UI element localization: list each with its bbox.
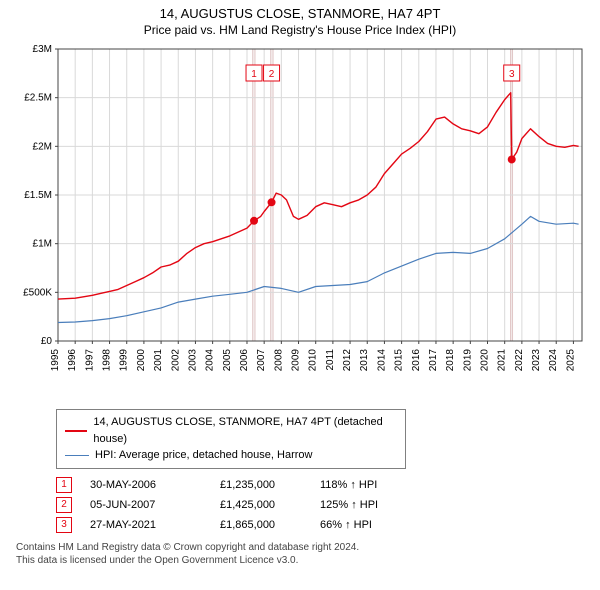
svg-text:2020: 2020 bbox=[480, 349, 491, 372]
chart-area: £0 £500K £1M £1.5M £2M £2.5M £3M 1995 1996 1997 19… bbox=[10, 41, 590, 401]
sale-marker: 1 bbox=[56, 477, 72, 493]
sale-price: £1,235,000 bbox=[220, 479, 320, 491]
svg-text:2023: 2023 bbox=[531, 349, 542, 372]
chart-svg: £0 £500K £1M £1.5M £2M £2.5M £3M 1995 1996 1997 19… bbox=[10, 41, 590, 401]
sale-row: 2 05-JUN-2007£1,425,000125% ↑ HPI bbox=[56, 495, 584, 515]
svg-text:2015: 2015 bbox=[394, 349, 405, 372]
footer-line-1: Contains HM Land Registry data © Crown c… bbox=[16, 541, 584, 554]
legend-swatch bbox=[65, 430, 87, 432]
sale-row: 3 27-MAY-2021£1,865,00066% ↑ HPI bbox=[56, 515, 584, 535]
legend-label: HPI: Average price, detached house, Harr… bbox=[95, 447, 312, 464]
sale-row: 1 30-MAY-2006£1,235,000118% ↑ HPI bbox=[56, 475, 584, 495]
svg-text:1: 1 bbox=[251, 69, 257, 80]
svg-text:2005: 2005 bbox=[222, 349, 233, 372]
svg-text:£2.5M: £2.5M bbox=[24, 93, 52, 104]
svg-text:2009: 2009 bbox=[291, 349, 302, 372]
chart-title: 14, AUGUSTUS CLOSE, STANMORE, HA7 4PT bbox=[6, 6, 594, 21]
svg-text:2010: 2010 bbox=[308, 349, 319, 372]
svg-text:2014: 2014 bbox=[376, 349, 387, 372]
sale-marker: 3 bbox=[56, 517, 72, 533]
svg-text:2006: 2006 bbox=[239, 349, 250, 372]
legend-row: HPI: Average price, detached house, Harr… bbox=[65, 447, 397, 464]
sale-date: 30-MAY-2006 bbox=[90, 479, 220, 491]
sale-date: 05-JUN-2007 bbox=[90, 499, 220, 511]
svg-text:1998: 1998 bbox=[102, 349, 113, 372]
svg-text:£3M: £3M bbox=[33, 44, 52, 55]
svg-text:2017: 2017 bbox=[428, 349, 439, 372]
svg-text:2002: 2002 bbox=[170, 349, 181, 372]
svg-text:1996: 1996 bbox=[67, 349, 78, 372]
sale-hpi: 66% ↑ HPI bbox=[320, 519, 420, 531]
footer-attribution: Contains HM Land Registry data © Crown c… bbox=[16, 541, 584, 567]
svg-text:1995: 1995 bbox=[50, 349, 61, 372]
svg-text:2001: 2001 bbox=[153, 349, 164, 372]
sale-hpi: 125% ↑ HPI bbox=[320, 499, 420, 511]
svg-text:2007: 2007 bbox=[256, 349, 267, 372]
svg-text:2016: 2016 bbox=[411, 349, 422, 372]
svg-text:2021: 2021 bbox=[497, 349, 508, 372]
legend-label: 14, AUGUSTUS CLOSE, STANMORE, HA7 4PT (d… bbox=[93, 414, 397, 447]
svg-text:2022: 2022 bbox=[514, 349, 525, 372]
sale-hpi: 118% ↑ HPI bbox=[320, 479, 420, 491]
svg-text:2000: 2000 bbox=[136, 349, 147, 372]
sale-date: 27-MAY-2021 bbox=[90, 519, 220, 531]
page: 14, AUGUSTUS CLOSE, STANMORE, HA7 4PT Pr… bbox=[0, 0, 600, 590]
legend-row: 14, AUGUSTUS CLOSE, STANMORE, HA7 4PT (d… bbox=[65, 414, 397, 447]
svg-text:£1M: £1M bbox=[33, 239, 52, 250]
sale-marker: 2 bbox=[56, 497, 72, 513]
svg-text:2019: 2019 bbox=[462, 349, 473, 372]
svg-text:£500K: £500K bbox=[23, 287, 52, 298]
svg-text:£2M: £2M bbox=[33, 141, 52, 152]
svg-text:2003: 2003 bbox=[187, 349, 198, 372]
svg-text:2004: 2004 bbox=[205, 349, 216, 372]
svg-text:2024: 2024 bbox=[548, 349, 559, 372]
legend-swatch bbox=[65, 455, 89, 456]
svg-text:2011: 2011 bbox=[325, 349, 336, 371]
svg-text:2008: 2008 bbox=[273, 349, 284, 372]
svg-text:2018: 2018 bbox=[445, 349, 456, 372]
chart-subtitle: Price paid vs. HM Land Registry's House … bbox=[6, 23, 594, 37]
svg-text:2012: 2012 bbox=[342, 349, 353, 372]
svg-text:3: 3 bbox=[509, 69, 515, 80]
svg-text:£0: £0 bbox=[41, 336, 53, 347]
sales-table: 1 30-MAY-2006£1,235,000118% ↑ HPI 2 05-JUN-… bbox=[56, 475, 584, 535]
svg-text:£1.5M: £1.5M bbox=[24, 190, 52, 201]
sale-price: £1,865,000 bbox=[220, 519, 320, 531]
svg-text:1999: 1999 bbox=[119, 349, 130, 372]
legend-box: 14, AUGUSTUS CLOSE, STANMORE, HA7 4PT (d… bbox=[56, 409, 406, 469]
svg-text:2: 2 bbox=[269, 69, 275, 80]
svg-text:2013: 2013 bbox=[359, 349, 370, 372]
sale-price: £1,425,000 bbox=[220, 499, 320, 511]
footer-line-2: This data is licensed under the Open Gov… bbox=[16, 554, 584, 567]
svg-text:1997: 1997 bbox=[84, 349, 95, 372]
svg-text:2025: 2025 bbox=[565, 349, 576, 372]
